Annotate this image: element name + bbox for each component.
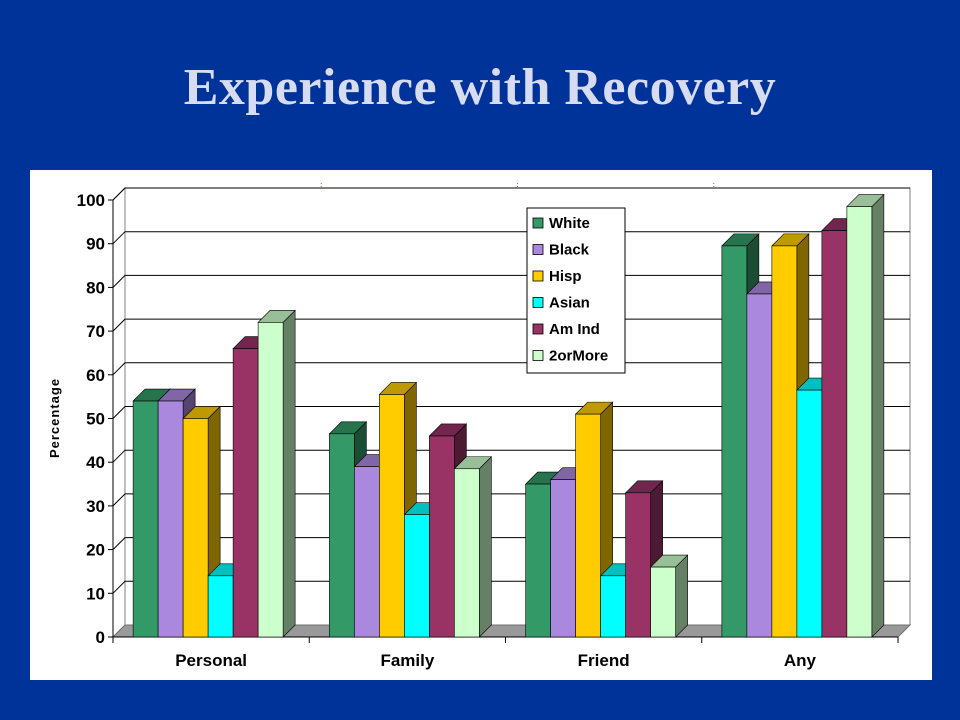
legend-entry: Am Ind (549, 321, 600, 338)
gridline (112, 187, 910, 201)
y-tick-label: 90 (86, 235, 105, 254)
y-axis-label: Percentage (47, 378, 62, 458)
category-label: Personal (175, 651, 247, 670)
gridline (112, 318, 910, 332)
bar-front (257, 322, 284, 638)
bar-front (354, 466, 380, 638)
legend-swatch (532, 217, 544, 229)
legend-swatch (532, 297, 544, 308)
gridline (112, 449, 910, 463)
y-tick-label: 80 (86, 278, 105, 297)
bar-front (746, 293, 773, 638)
legend-entry: 2orMore (549, 348, 608, 365)
bar-side (479, 456, 492, 638)
bar-front (207, 575, 234, 638)
bar-front (575, 413, 601, 638)
bars (132, 193, 885, 638)
bar-front (157, 400, 184, 638)
y-tick-label: 20 (86, 541, 105, 560)
y-tick-label: 10 (86, 584, 105, 603)
gridline (112, 274, 910, 288)
legend: White Black Hisp Asian Am Ind 2orMore (526, 207, 626, 374)
category-label: Family (380, 651, 434, 670)
bar-front (846, 206, 873, 638)
bar-front (404, 514, 430, 638)
y-tick-label: 60 (86, 366, 105, 385)
gridline (112, 362, 910, 376)
bar-front (600, 575, 626, 638)
legend-swatch (532, 350, 544, 361)
category-label: Any (784, 651, 817, 670)
bar-side (871, 193, 885, 638)
category-label: Friend (578, 651, 630, 670)
bar (649, 554, 689, 638)
bar-side (675, 554, 688, 638)
legend-entry: Asian (549, 295, 590, 312)
legend-entry: Black (549, 242, 590, 259)
legend-swatch (532, 323, 544, 335)
y-tick-label: 40 (86, 453, 105, 472)
y-tick-label: 100 (77, 191, 105, 210)
bar-front (821, 230, 848, 638)
y-tick-label: 70 (86, 322, 105, 341)
bar-front (771, 245, 798, 638)
y-tick-label: 0 (96, 628, 105, 647)
bar-front (429, 435, 455, 638)
bar-front (625, 492, 651, 638)
bar-front (650, 566, 676, 638)
bar-front (796, 389, 823, 638)
bar-front (232, 348, 259, 638)
slide-title: Experience with Recovery (183, 59, 777, 116)
bar-front (525, 483, 551, 638)
bar (257, 309, 296, 638)
legend-entry: Hisp (549, 268, 582, 285)
bar (453, 456, 493, 638)
legend-box (526, 207, 626, 374)
legend-entry: White (549, 215, 590, 232)
bar-front (454, 468, 480, 638)
bar-front (379, 394, 405, 638)
bar-front (182, 418, 209, 638)
legend-swatch (532, 244, 544, 255)
y-tick-label: 50 (86, 410, 105, 429)
gridline (112, 406, 910, 419)
bar (846, 193, 885, 638)
y-axis: 0 10 20 30 40 50 60 70 80 90 100 (77, 191, 114, 647)
bar-front (132, 400, 159, 638)
bar-front (550, 479, 576, 638)
bar-front (721, 245, 748, 638)
gridline (112, 231, 910, 245)
bar-side (282, 309, 296, 638)
y-tick-label: 30 (86, 497, 105, 516)
bar-front (329, 433, 355, 638)
legend-swatch (532, 270, 544, 282)
